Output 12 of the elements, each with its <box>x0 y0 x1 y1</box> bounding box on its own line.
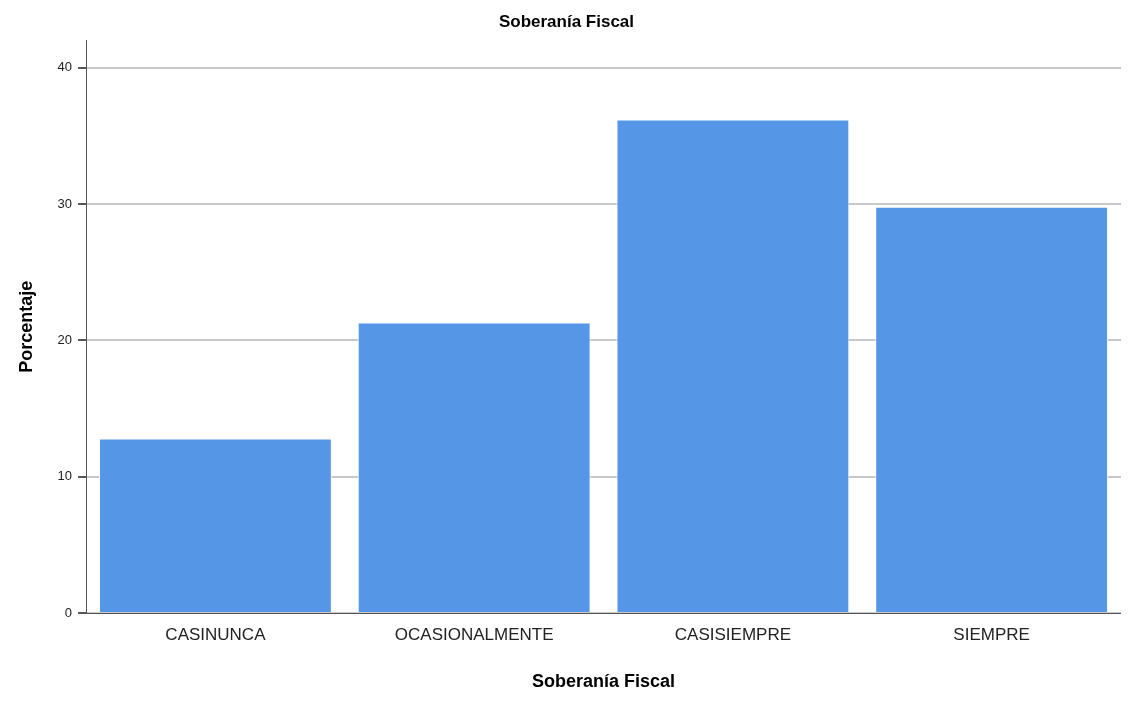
x-tick-label: SIEMPRE <box>953 624 1030 644</box>
y-tick-label: 30 <box>57 195 73 211</box>
x-tick-label: OCASIONALMENTE <box>394 624 554 644</box>
x-tick-label: CASINUNCA <box>165 624 267 644</box>
chart-title: Soberanía Fiscal <box>498 11 635 31</box>
y-axis-title: Porcentaje <box>15 280 36 373</box>
x-axis-title: Soberanía Fiscal <box>532 671 676 692</box>
y-tick-label: 0 <box>64 604 73 620</box>
x-tick-label: CASISIEMPRE <box>674 624 791 644</box>
y-tick-label: 10 <box>57 468 73 484</box>
y-tick-label: 20 <box>57 331 73 347</box>
y-tick-label: 40 <box>57 59 73 75</box>
